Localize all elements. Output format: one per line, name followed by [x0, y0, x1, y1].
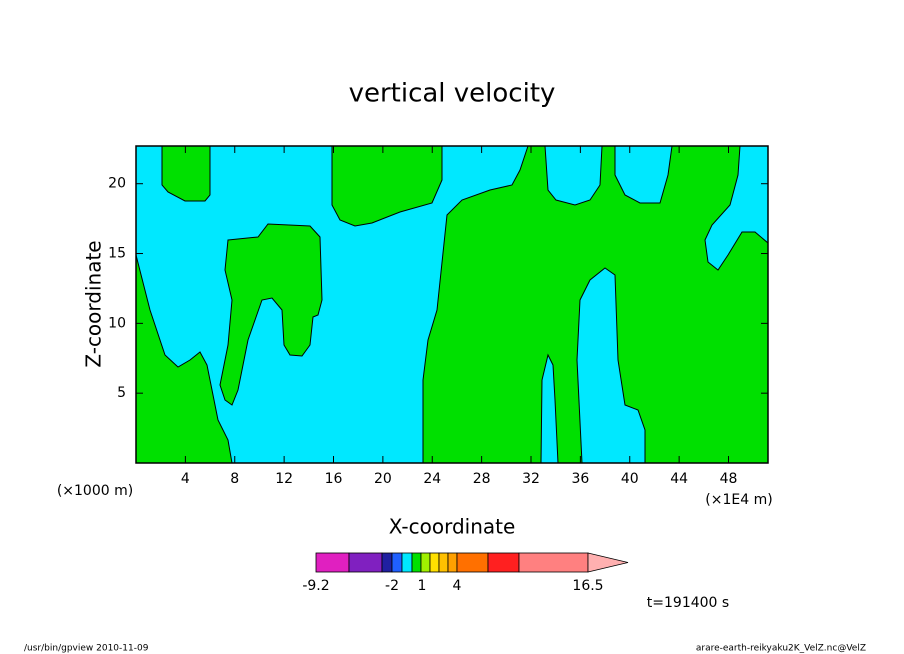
footer-right: arare-earth-reikyaku2K_VelZ.nc@VelZ: [696, 644, 866, 654]
chart-title: vertical velocity: [349, 79, 556, 109]
x-tick-label: 20: [374, 471, 392, 487]
x-tick-label: 36: [571, 471, 589, 487]
y-axis-label: Z-coordinate: [82, 240, 106, 367]
colorbar-segment: [381, 552, 393, 573]
colorbar-segment: [447, 552, 458, 573]
colorbar-label: 1: [418, 578, 427, 594]
x-unit-left: (×1000 m): [57, 483, 133, 499]
y-tick-label: 10: [108, 315, 126, 331]
x-tick-label: 8: [230, 471, 239, 487]
x-tick-label: 4: [181, 471, 190, 487]
x-tick-label: 12: [275, 471, 293, 487]
y-tick-label: 20: [108, 176, 126, 192]
footer-left: /usr/bin/gpview 2010-11-09: [24, 644, 149, 654]
region: [161, 145, 211, 202]
x-tick-label: 48: [720, 471, 738, 487]
colorbar-label: 4: [453, 578, 462, 594]
x-tick-label: 28: [473, 471, 491, 487]
colorbar-segment: [315, 552, 350, 573]
colorbar-segment: [429, 552, 440, 573]
colorbar-segment: [348, 552, 383, 573]
colorbar-segment: [420, 552, 431, 573]
x-axis-label: X-coordinate: [389, 515, 516, 539]
x-unit-right: (×1E4 m): [705, 492, 772, 508]
colorbar-segment: [456, 552, 489, 573]
colorbar-label: -9.2: [302, 578, 329, 594]
colorbar-label: -2: [385, 578, 399, 594]
colorbar-segment: [411, 552, 422, 573]
colorbar-segment: [438, 552, 449, 573]
region: [422, 145, 769, 464]
colorbar-segment: [518, 552, 589, 573]
colorbar-extension: [587, 552, 629, 573]
x-tick-label: 16: [325, 471, 343, 487]
colorbar-segment: [401, 552, 413, 573]
y-tick-label: 15: [108, 246, 126, 262]
x-tick-label: 44: [670, 471, 688, 487]
plot-frame: [135, 145, 769, 464]
colorbar-label: 16.5: [572, 578, 603, 594]
time-label: t=191400 s: [647, 595, 729, 611]
colorbar-segment: [487, 552, 520, 573]
region: [331, 145, 443, 227]
colorbar-segment: [391, 552, 403, 573]
y-tick-label: 5: [117, 385, 126, 401]
contour-regions: [135, 145, 769, 464]
x-tick-label: 24: [423, 471, 441, 487]
x-tick-label: 40: [621, 471, 639, 487]
x-tick-label: 32: [522, 471, 540, 487]
region: [219, 223, 323, 406]
